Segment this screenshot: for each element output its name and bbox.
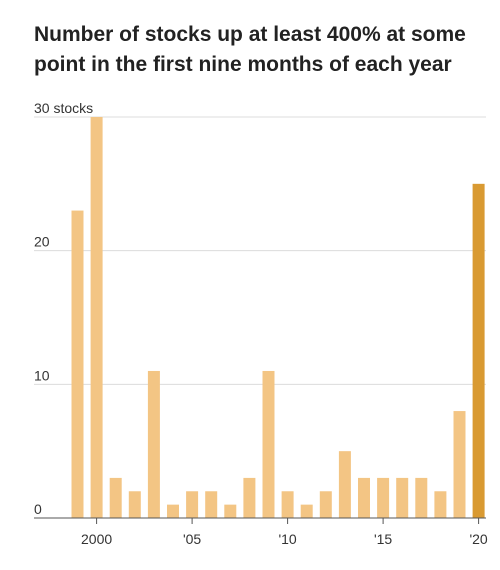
bar-1999 <box>71 210 84 519</box>
bar-2001 <box>109 477 122 518</box>
bar-2003 <box>147 370 160 518</box>
bar-2010 <box>281 491 294 518</box>
bar-2004 <box>167 504 179 518</box>
bar-2019 <box>453 411 466 518</box>
bar-2018 <box>434 491 447 518</box>
y-tick-label: 0 <box>34 501 42 517</box>
bar-2017 <box>415 477 428 518</box>
bar-2015 <box>377 477 390 518</box>
bar-2012 <box>319 491 332 518</box>
bar-2006 <box>205 491 218 518</box>
bar-2008 <box>243 477 256 518</box>
x-tick-label: '05 <box>183 531 201 547</box>
bar-2011 <box>300 504 313 518</box>
bar-2000 <box>90 117 103 518</box>
y-tick-label: 30 stocks <box>34 100 93 116</box>
bar-2005 <box>186 491 199 518</box>
bar-2007 <box>224 504 237 518</box>
bar-2002 <box>128 491 141 518</box>
chart-title: Number of stocks up at least 400% at som… <box>34 23 466 76</box>
y-tick-label: 20 <box>34 234 50 250</box>
axes: 0 10 20 30 stocks 2000 '05 '10 '15 '20 <box>34 100 488 547</box>
x-tick-label: '20 <box>469 531 487 547</box>
bar-2009 <box>262 370 275 518</box>
bar-2020 <box>472 183 485 519</box>
bars <box>71 117 485 519</box>
x-tick-label: '15 <box>374 531 392 547</box>
bar-2014 <box>358 477 370 518</box>
bar-2016 <box>396 477 409 518</box>
x-tick-label: '10 <box>278 531 296 547</box>
x-tick-label: 2000 <box>81 531 112 547</box>
bar-2013 <box>338 451 351 518</box>
y-tick-label: 10 <box>34 367 50 383</box>
gridlines <box>34 116 486 385</box>
